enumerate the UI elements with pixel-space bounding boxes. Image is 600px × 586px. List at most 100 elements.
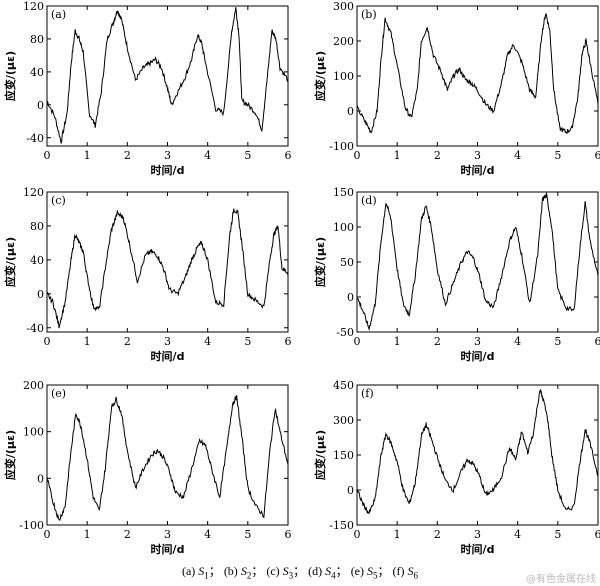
x-tick-label-f: 0 (354, 528, 361, 541)
x-tick-label-f: 6 (595, 528, 600, 541)
y-tick-label-c: 120 (23, 186, 44, 199)
y-tick-label-d: -50 (336, 326, 354, 339)
y-tick-label-e: -100 (19, 519, 44, 532)
y-tick-label-f: 150 (333, 449, 354, 462)
y-tick-label-f: -150 (329, 519, 354, 532)
x-tick-label-a: 6 (285, 149, 292, 162)
x-tick-label-e: 5 (244, 528, 251, 541)
x-tick-label-e: 3 (164, 528, 171, 541)
y-axis-label-b: 应变/(με) (313, 51, 327, 101)
y-tick-label-c: 40 (30, 254, 44, 267)
x-tick-label-a: 5 (244, 149, 251, 162)
y-tick-label-b: 100 (333, 70, 354, 83)
x-tick-label-c: 0 (44, 335, 51, 348)
plot-frame-e (46, 384, 289, 526)
y-axis-label-f: 应变/(με) (313, 430, 327, 480)
x-axis-label-f: 时间/d (461, 542, 495, 556)
y-tick-label-e: 100 (23, 426, 44, 439)
y-tick-label-b: 200 (333, 35, 354, 48)
x-tick-label-c: 6 (285, 335, 292, 348)
x-tick-label-b: 4 (514, 149, 521, 162)
y-tick-label-b: 0 (347, 105, 354, 118)
y-tick-label-a: 80 (30, 33, 44, 46)
y-tick-label-e: 200 (23, 379, 44, 392)
plot-frame-a (46, 5, 289, 147)
x-tick-label-c: 2 (124, 335, 131, 348)
panel-label-c: (c) (51, 194, 66, 207)
x-tick-label-d: 0 (354, 335, 361, 348)
x-tick-label-f: 4 (514, 528, 521, 541)
x-axis-label-b: 时间/d (461, 163, 495, 177)
y-tick-label-c: -40 (26, 322, 44, 335)
y-axis-label-e: 应变/(με) (3, 430, 17, 480)
x-tick-label-b: 6 (595, 149, 600, 162)
y-tick-label-f: 0 (347, 484, 354, 497)
x-tick-label-a: 3 (164, 149, 171, 162)
x-tick-label-e: 2 (124, 528, 131, 541)
watermark: @有色金属在线 (526, 574, 596, 585)
y-tick-label-a: -40 (26, 132, 44, 145)
x-tick-label-b: 5 (554, 149, 561, 162)
x-tick-label-d: 1 (394, 335, 401, 348)
x-tick-label-c: 5 (244, 335, 251, 348)
strain-series-c (46, 208, 289, 329)
strain-series-f (356, 388, 599, 515)
plot-frame-d (356, 191, 599, 333)
figure-caption: (a) S1； (b) S2； (c) S3； (d) S4； (e) S5； … (0, 562, 600, 580)
x-tick-label-a: 1 (84, 149, 91, 162)
x-tick-label-f: 5 (554, 528, 561, 541)
panel-label-d: (d) (361, 194, 377, 207)
y-tick-label-b: -100 (329, 140, 354, 153)
panel-label-b: (b) (361, 8, 377, 21)
y-tick-label-b: 300 (333, 0, 354, 13)
y-tick-label-e: 0 (37, 472, 44, 485)
x-tick-label-e: 4 (204, 528, 211, 541)
y-tick-label-f: 300 (333, 414, 354, 427)
strain-series-e (46, 395, 289, 522)
x-tick-label-f: 3 (474, 528, 481, 541)
y-tick-label-a: 0 (37, 99, 44, 112)
x-tick-label-d: 2 (434, 335, 441, 348)
caption-f: (f) S6 (392, 564, 419, 581)
y-tick-label-f: 450 (333, 379, 354, 392)
x-tick-label-d: 6 (595, 335, 600, 348)
y-tick-label-d: 0 (347, 291, 354, 304)
caption-b: (b) S2； (223, 564, 264, 581)
caption-a: (a) S1； (181, 564, 221, 581)
x-axis-label-c: 时间/d (151, 349, 185, 363)
y-tick-label-d: 150 (333, 186, 354, 199)
x-tick-label-a: 0 (44, 149, 51, 162)
x-tick-label-a: 2 (124, 149, 131, 162)
x-tick-label-b: 2 (434, 149, 441, 162)
x-tick-label-e: 1 (84, 528, 91, 541)
x-tick-label-e: 0 (44, 528, 51, 541)
panel-label-e: (e) (51, 387, 66, 400)
panel-label-f: (f) (361, 387, 374, 400)
x-tick-label-e: 6 (285, 528, 292, 541)
caption-e: (e) S5； (350, 564, 390, 581)
strain-series-b (356, 13, 599, 135)
x-axis-label-a: 时间/d (151, 163, 185, 177)
y-tick-label-c: 80 (30, 220, 44, 233)
y-tick-label-d: 50 (340, 256, 354, 269)
x-tick-label-d: 4 (514, 335, 521, 348)
x-tick-label-b: 3 (474, 149, 481, 162)
x-tick-label-c: 4 (204, 335, 211, 348)
y-tick-label-d: 100 (333, 221, 354, 234)
plot-frame-b (356, 5, 599, 147)
x-axis-label-d: 时间/d (461, 349, 495, 363)
y-axis-label-c: 应变/(με) (3, 237, 17, 287)
x-tick-label-b: 1 (394, 149, 401, 162)
y-axis-label-a: 应变/(με) (3, 51, 17, 101)
x-axis-label-e: 时间/d (151, 542, 185, 556)
y-tick-label-c: 0 (37, 288, 44, 301)
x-tick-label-d: 3 (474, 335, 481, 348)
y-tick-label-a: 120 (23, 0, 44, 13)
caption-d: (d) S4； (308, 564, 348, 581)
